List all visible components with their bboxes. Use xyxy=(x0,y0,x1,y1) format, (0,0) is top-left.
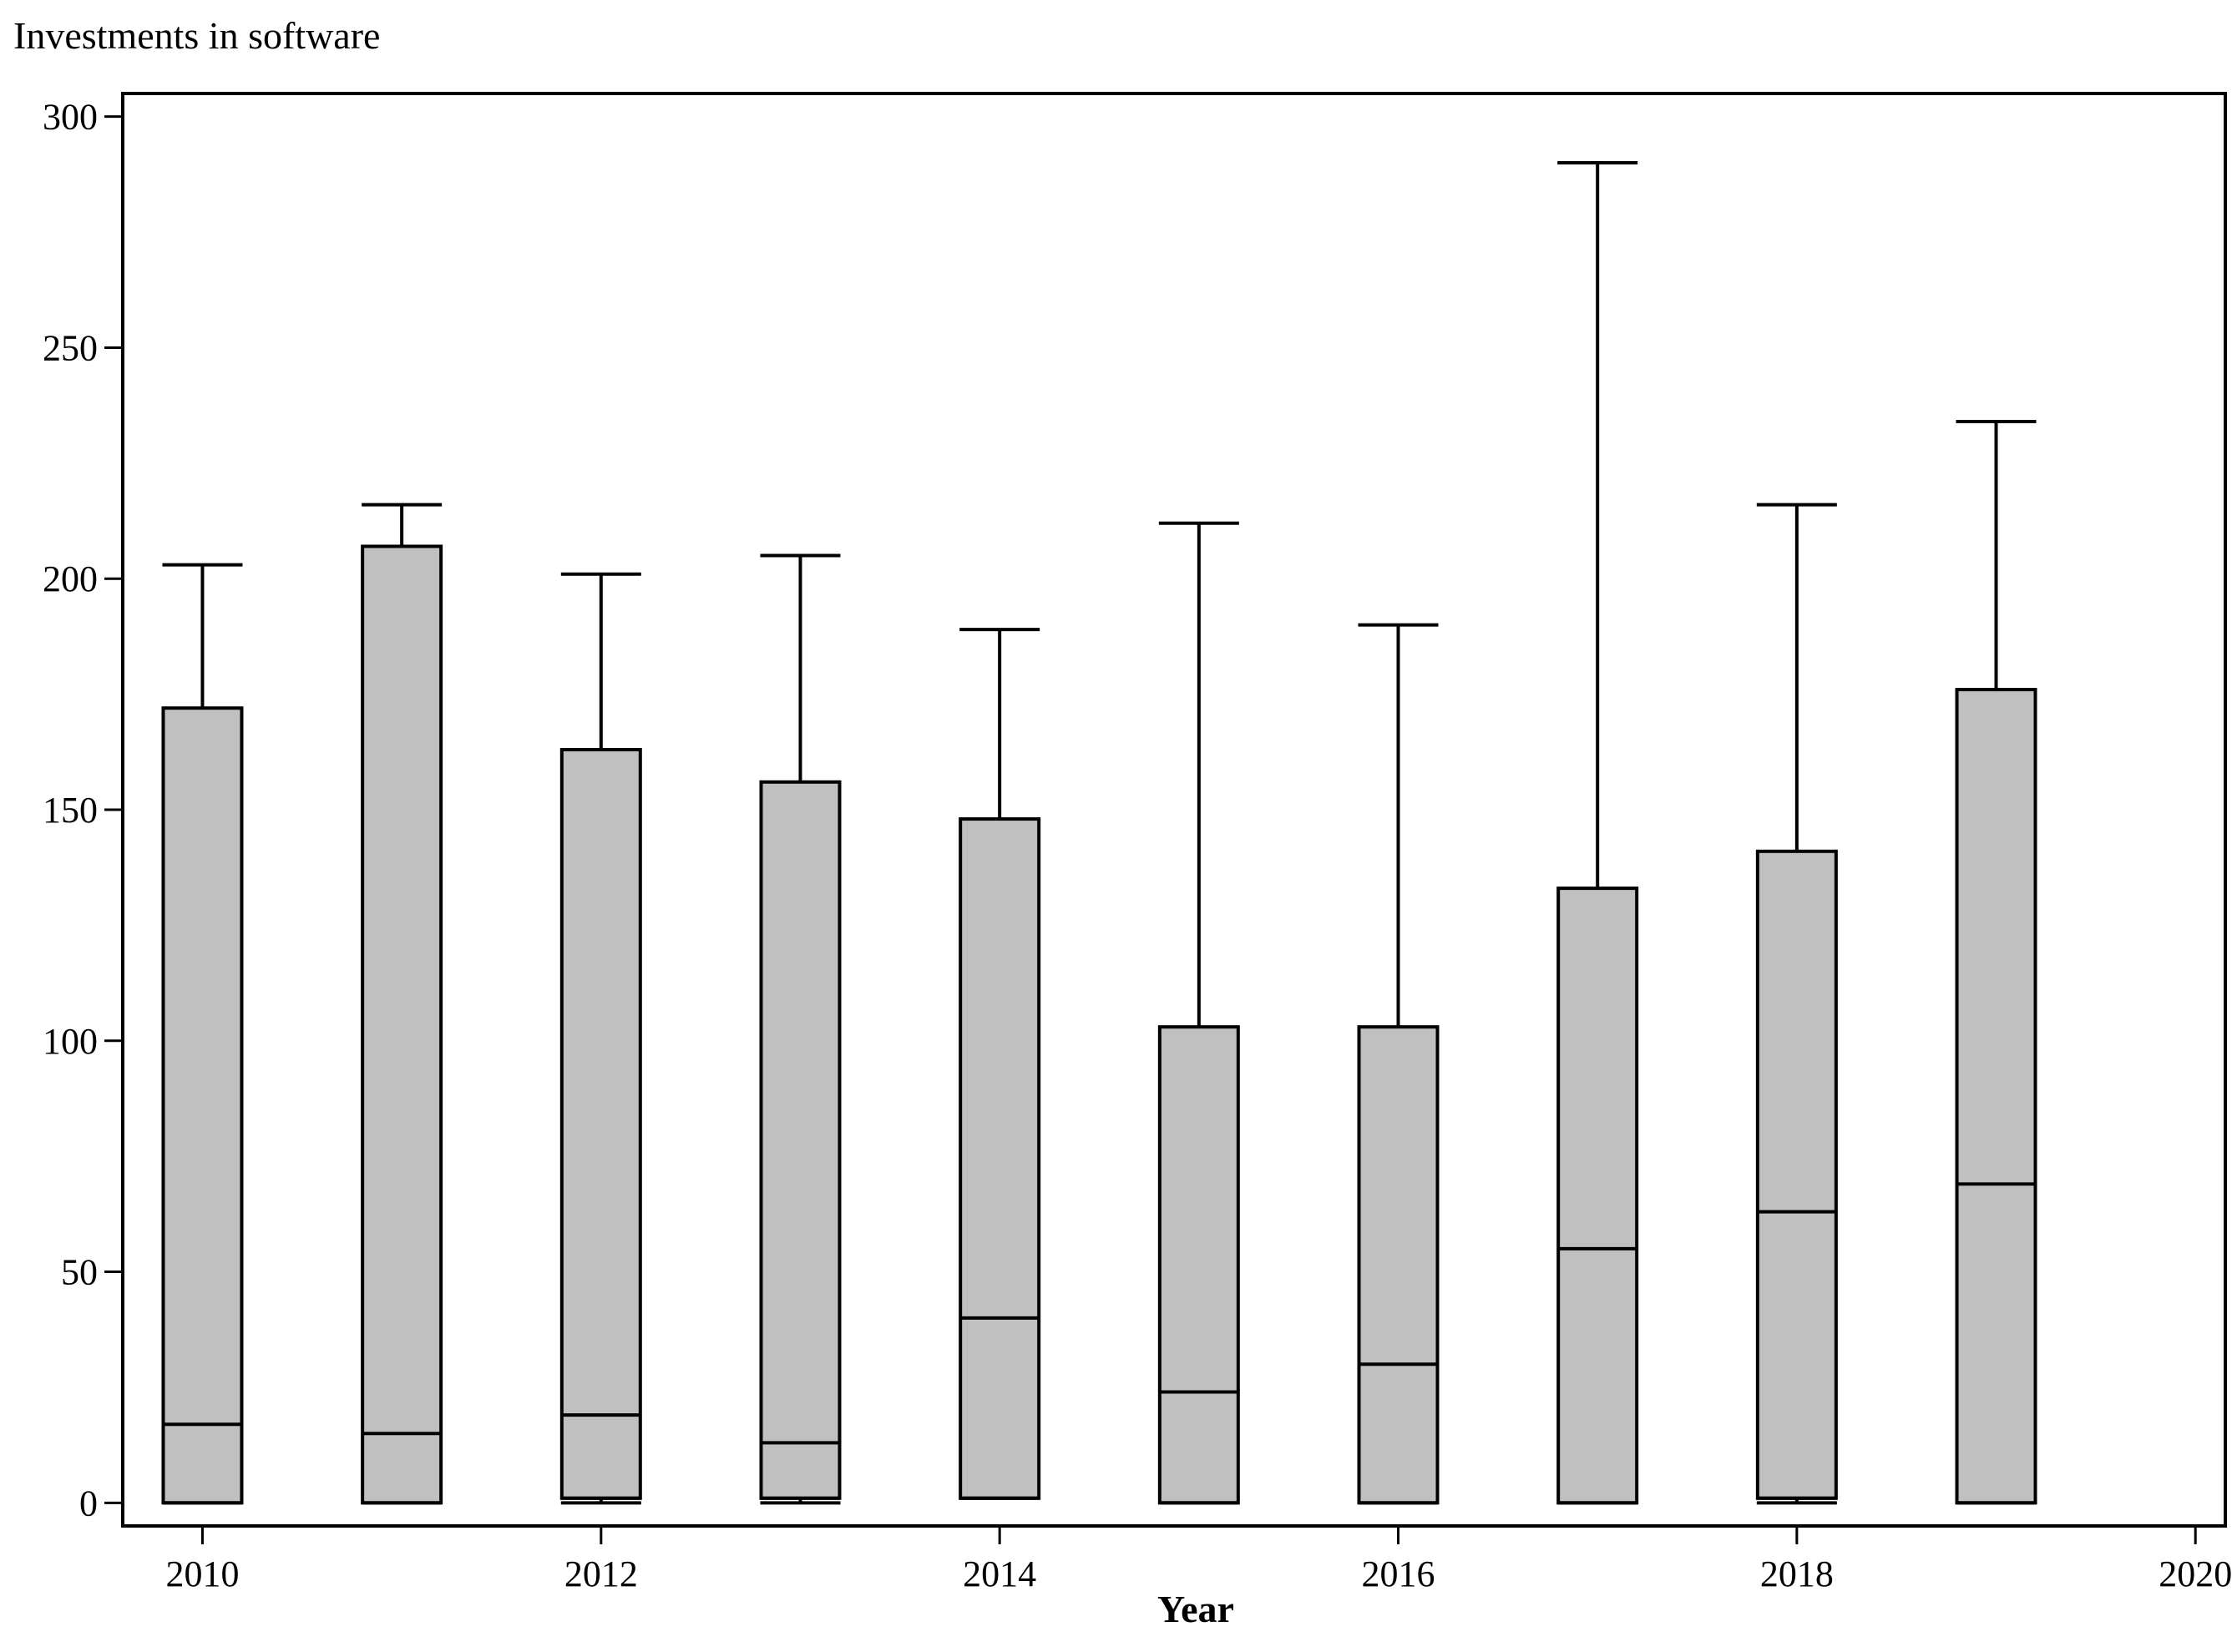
y-tick-label: 150 xyxy=(43,790,98,831)
y-tick-label: 300 xyxy=(43,97,98,138)
y-tick-label: 200 xyxy=(43,558,98,599)
y-tick-label: 50 xyxy=(61,1252,98,1293)
box-iqr xyxy=(1357,1025,1440,1505)
plot-area: 0 50 100 150 200 250 300 2010 2012 2014 2016 2018 20… xyxy=(43,92,2232,1594)
box-iqr xyxy=(1556,887,1639,1505)
x-tick-label: 2010 xyxy=(165,1553,239,1594)
y-tick-label: 100 xyxy=(43,1021,98,1062)
box-iqr xyxy=(161,706,244,1505)
y-tick-label: 250 xyxy=(43,327,98,368)
box-iqr xyxy=(1157,1025,1240,1505)
x-tick-label: 2018 xyxy=(1760,1553,1834,1594)
box-iqr xyxy=(1755,849,1838,1500)
box-iqr xyxy=(559,748,642,1500)
box-iqr xyxy=(1955,688,2037,1505)
x-axis-title: Year xyxy=(1157,1588,1234,1630)
x-tick-label: 2016 xyxy=(1362,1553,1435,1594)
y-axis-title: Investments in software xyxy=(13,14,380,57)
box-iqr xyxy=(759,780,842,1500)
x-tick-label: 2020 xyxy=(2159,1553,2232,1594)
x-tick-label: 2014 xyxy=(963,1553,1036,1594)
x-tick-label: 2012 xyxy=(564,1553,638,1594)
y-tick-label: 0 xyxy=(79,1483,98,1523)
box-iqr xyxy=(959,817,1041,1500)
box-iqr xyxy=(361,544,443,1505)
